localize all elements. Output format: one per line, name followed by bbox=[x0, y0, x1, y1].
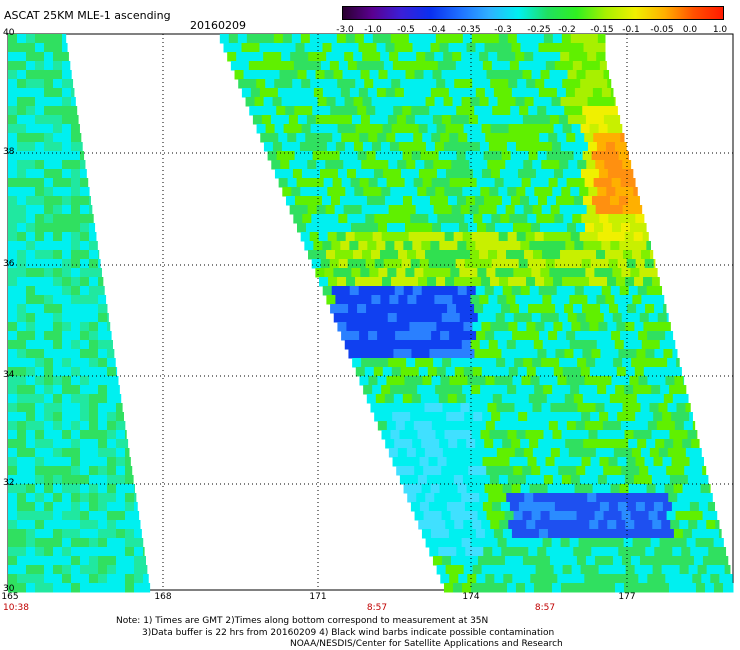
swath-cells bbox=[8, 34, 734, 593]
colorbar-tick-label: -1.0 bbox=[364, 25, 382, 35]
colorbar bbox=[342, 6, 724, 20]
colorbar-tick-label: -0.05 bbox=[650, 25, 674, 35]
longitude-label: 165 bbox=[1, 592, 19, 602]
colorbar-tick-label: -0.4 bbox=[428, 25, 446, 35]
colorbar-tick-label: -3.0 bbox=[336, 25, 354, 35]
latitude-label: 40 bbox=[3, 28, 15, 38]
colorbar-tick-label: 0.0 bbox=[682, 25, 698, 35]
colorbar-tick-label: -0.1 bbox=[622, 25, 640, 35]
latitude-label: 30 bbox=[3, 584, 15, 594]
latitude-label: 34 bbox=[3, 370, 15, 380]
colorbar-tick-label: -0.3 bbox=[494, 25, 512, 35]
longitude-label: 171 bbox=[309, 592, 327, 602]
colorbar-tick-label: -0.2 bbox=[558, 25, 576, 35]
note-line-2: 3)Data buffer is 22 hrs from 20160209 4)… bbox=[142, 628, 555, 638]
longitude-label: 168 bbox=[154, 592, 172, 602]
colorbar-tick-label: -0.35 bbox=[457, 25, 481, 35]
colorbar-tick-label: -0.15 bbox=[590, 25, 614, 35]
note-line-1: Note: 1) Times are GMT 2)Times along bot… bbox=[116, 616, 489, 626]
time-label: 8:57 bbox=[366, 603, 388, 613]
map-title: ASCAT 25KM MLE-1 ascending bbox=[4, 9, 171, 22]
map-date: 20160209 bbox=[190, 19, 246, 32]
colorbar-tick-label: 1.0 bbox=[712, 25, 728, 35]
colorbar-tick-label: -0.5 bbox=[397, 25, 415, 35]
latitude-label: 32 bbox=[3, 478, 15, 488]
time-label: 10:38 bbox=[3, 603, 29, 613]
note-line-3: NOAA/NESDIS/Center for Satellite Applica… bbox=[290, 639, 563, 649]
longitude-label: 177 bbox=[618, 592, 636, 602]
latitude-label: 36 bbox=[3, 259, 15, 269]
latitude-label: 38 bbox=[3, 147, 15, 157]
time-label: 8:57 bbox=[534, 603, 556, 613]
longitude-label: 174 bbox=[462, 592, 480, 602]
colorbar-tick-label: -0.25 bbox=[527, 25, 551, 35]
